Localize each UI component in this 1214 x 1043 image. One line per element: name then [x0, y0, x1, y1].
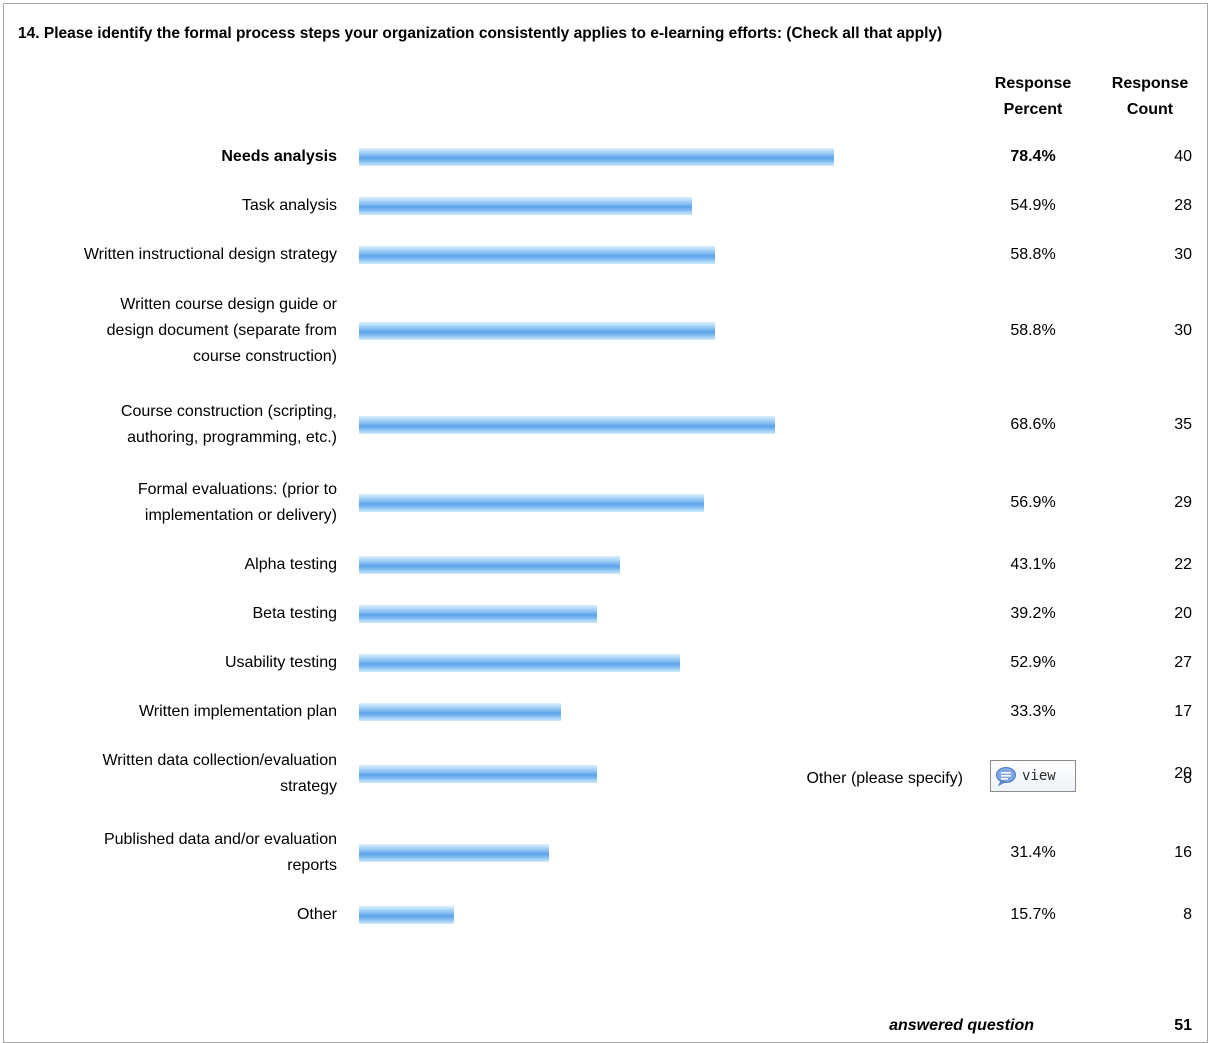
answer-choice-label-line: course construction): [192, 348, 337, 365]
answer-choice-label-line: design document (separate from: [106, 322, 337, 339]
answer-choice-label: Formal evaluations: (prior to implementat…: [7, 477, 337, 529]
column-header-line: Percent: [1003, 101, 1063, 118]
answer-choice-label: Needs analysis: [7, 144, 337, 170]
response-bar: [359, 605, 597, 623]
answer-choice-label: Course construction (scripting, authoring…: [7, 399, 337, 451]
response-count: 28: [1174, 197, 1192, 214]
answered-question-label: answered question: [889, 1017, 1034, 1034]
response-bar: [359, 654, 680, 672]
response-percent: 43.1%: [1010, 556, 1056, 573]
speech-bubble-icon: [996, 767, 1016, 786]
other-specify-count: 8: [1183, 770, 1192, 787]
response-bar: [359, 703, 561, 721]
survey-question-panel: 14. Please identify the formal process s…: [3, 3, 1208, 1043]
answer-choice-label: Alpha testing: [7, 552, 337, 578]
answer-choice-label-line: Beta testing: [252, 605, 338, 622]
column-header-line: Response: [994, 75, 1072, 92]
answer-choice-label-line: Other: [296, 906, 337, 923]
answer-choice-label: Beta testing: [7, 601, 338, 627]
response-bar: [359, 416, 775, 434]
answer-choice-label-line: authoring, programming, etc.): [127, 429, 337, 446]
response-count: 27: [1174, 654, 1192, 671]
answer-choice-label-line: Written course design guide or: [120, 296, 337, 313]
question-title: 14. Please identify the formal process s…: [18, 25, 943, 42]
answer-choice-label-line: reports: [287, 857, 337, 874]
column-header-response-count: Response Count: [1094, 71, 1206, 123]
answer-choice-label: Written instructional design strategy: [7, 242, 337, 268]
answer-choice-label: Written implementation plan: [7, 699, 337, 725]
response-count: 8: [1183, 906, 1192, 923]
response-percent: 78.4%: [1010, 148, 1056, 165]
response-bar: [359, 494, 704, 512]
answer-choice-label: Published data and/or evaluation reports: [7, 827, 337, 879]
response-count: 30: [1174, 322, 1192, 339]
answer-choice-label-line: Usability testing: [224, 654, 337, 671]
response-percent: 56.9%: [1010, 494, 1056, 511]
response-percent: 39.2%: [1010, 605, 1056, 622]
response-percent: 31.4%: [1010, 844, 1056, 861]
response-count: 22: [1174, 556, 1192, 573]
answer-choice-label-line: Task analysis: [241, 197, 337, 214]
column-header-line: Response: [1111, 75, 1189, 92]
answered-question-count: 51: [1174, 1017, 1192, 1034]
answer-choice-label: Written data collection/evaluation strate…: [7, 748, 337, 800]
response-percent: 33.3%: [1010, 703, 1056, 720]
response-count: 30: [1174, 246, 1192, 263]
answer-choice-label: Written course design guide or design doc…: [7, 292, 337, 370]
response-bar: [359, 556, 620, 574]
answer-choice-label-line: Written data collection/evaluation: [102, 752, 337, 769]
view-other-responses-button[interactable]: view: [990, 760, 1076, 792]
response-bar: [359, 246, 715, 264]
response-percent: 58.8%: [1010, 322, 1056, 339]
other-specify-label: Other (please specify): [806, 770, 963, 787]
response-count: 35: [1174, 416, 1192, 433]
answer-choice-label-line: Alpha testing: [244, 556, 337, 573]
answer-choice-label-line: strategy: [280, 778, 337, 795]
response-bar: [359, 765, 597, 783]
response-percent: 68.6%: [1010, 416, 1056, 433]
answer-choice-label: Other: [7, 902, 337, 928]
response-count: 40: [1174, 148, 1192, 165]
answer-choice-label-line: Written implementation plan: [138, 703, 337, 720]
answer-choice-label-line: implementation or delivery): [144, 507, 337, 524]
response-percent: 52.9%: [1010, 654, 1056, 671]
response-count: 16: [1174, 844, 1192, 861]
response-count: 20: [1174, 765, 1192, 782]
response-count: 17: [1174, 703, 1192, 720]
answer-choice-label-line: Written instructional design strategy: [83, 246, 337, 263]
response-percent: 58.8%: [1010, 246, 1056, 263]
response-bar: [359, 148, 834, 166]
response-bar: [359, 844, 549, 862]
answer-choice-label-line: Formal evaluations: (prior to: [137, 481, 337, 498]
response-percent: 15.7%: [1010, 906, 1056, 923]
column-header-response-percent: Response Percent: [979, 71, 1087, 123]
answer-choice-label: Task analysis: [7, 193, 337, 219]
response-bar: [359, 197, 692, 215]
view-button-label: view: [1022, 768, 1056, 784]
column-header-line: Count: [1126, 101, 1174, 118]
answer-choice-label-line: Course construction (scripting,: [120, 403, 337, 420]
response-bar: [359, 322, 715, 340]
response-count: 29: [1174, 494, 1192, 511]
answer-choice-label-line: Needs analysis: [221, 148, 337, 165]
response-count: 20: [1174, 605, 1192, 622]
response-bar: [359, 906, 454, 924]
answer-choice-label-line: Published data and/or evaluation: [103, 831, 337, 848]
response-percent: 54.9%: [1010, 197, 1056, 214]
answer-choice-label: Usability testing: [7, 650, 337, 676]
